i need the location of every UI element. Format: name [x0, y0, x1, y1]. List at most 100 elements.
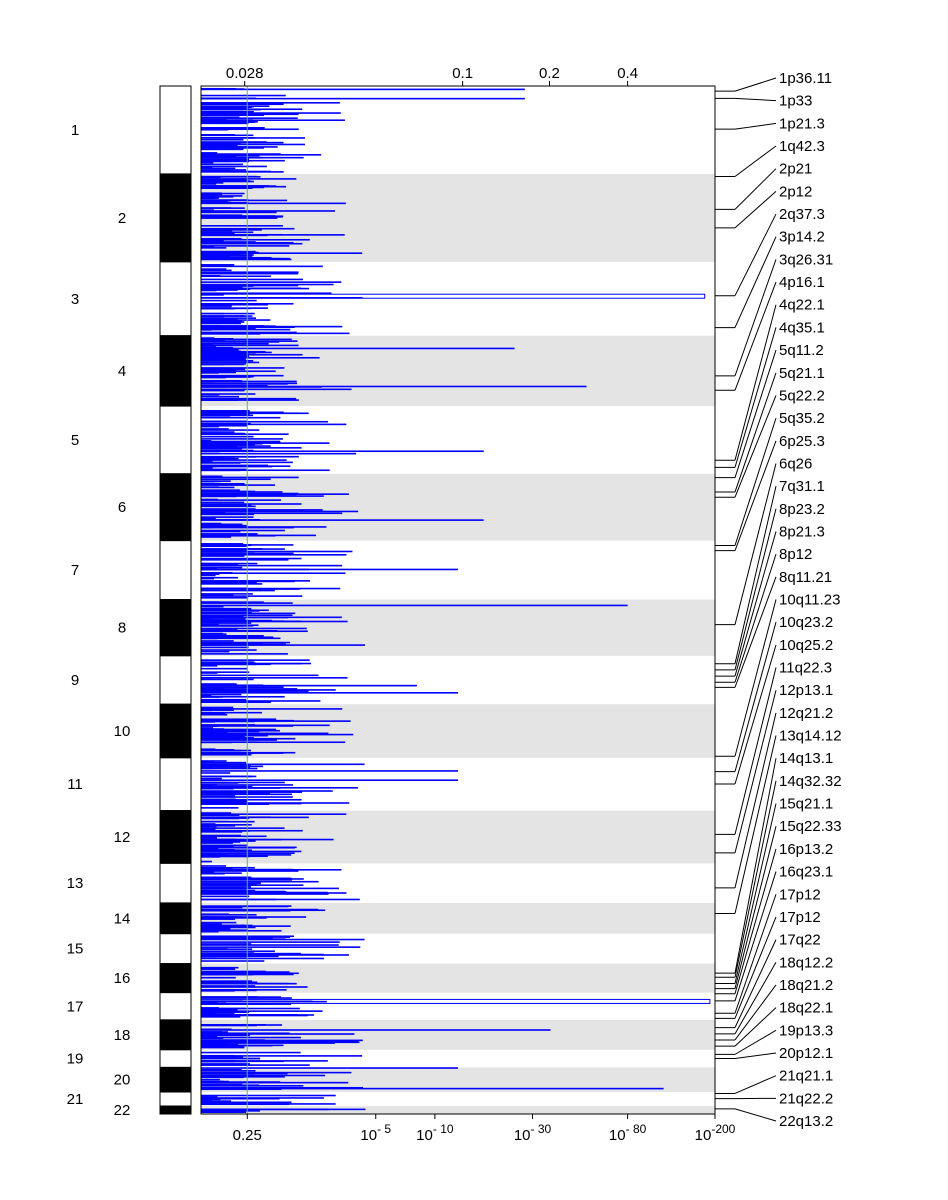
peak-leader-line — [734, 916, 777, 1019]
peak-label: 21q22.2 — [779, 1090, 833, 1107]
q-value-bar — [201, 399, 299, 401]
q-value-bar — [201, 340, 226, 342]
peak-label: 20p12.1 — [779, 1045, 833, 1062]
q-value-bar — [201, 103, 284, 106]
q-value-bar — [201, 842, 233, 844]
q-value-bar — [201, 340, 298, 342]
q-value-bar — [201, 255, 253, 257]
q-value-bar — [201, 355, 213, 357]
q-value-bar — [201, 440, 281, 443]
q-value-bar — [201, 195, 243, 197]
q-value-bar — [201, 225, 283, 227]
peak-leader-line — [734, 508, 777, 671]
q-value-bar — [201, 980, 253, 982]
peak-label: 16q23.1 — [779, 864, 833, 881]
bottom-axis-tick-label: 10- 10 — [416, 1122, 454, 1144]
q-value-bar — [201, 1007, 300, 1010]
q-value-bar — [201, 312, 255, 315]
q-value-bar — [201, 793, 293, 796]
q-value-bar — [201, 1003, 292, 1005]
peak-label: 17p12 — [779, 909, 821, 926]
q-value-bar — [201, 888, 247, 890]
q-value-bar — [201, 117, 298, 119]
q-value-bar — [201, 1103, 290, 1106]
q-value-bar — [201, 868, 342, 871]
ideogram-segment-1 — [159, 85, 192, 175]
q-value-bar — [201, 898, 276, 901]
q-value-bar — [201, 694, 212, 697]
q-value-bar — [201, 785, 253, 788]
q-value-bar — [201, 476, 299, 479]
peak-leader-line — [734, 486, 777, 664]
q-value-bar — [201, 879, 293, 881]
q-value-bar — [201, 847, 217, 850]
q-value-bar — [201, 389, 245, 392]
q-value-bar — [201, 663, 271, 666]
q-value-bar — [201, 698, 247, 701]
q-value-bar — [201, 948, 253, 950]
chrom-label-16: 16 — [114, 970, 131, 987]
q-value-bar — [201, 101, 340, 104]
q-value-bar — [201, 1024, 257, 1027]
q-value-bar — [201, 976, 236, 979]
q-value-bar — [201, 664, 218, 667]
q-value-bar — [201, 431, 235, 433]
q-value-bar — [201, 767, 213, 770]
q-value-bar — [201, 852, 295, 854]
peak-label: 1p33 — [779, 93, 812, 110]
chrom-label-3: 3 — [71, 291, 79, 308]
q-value-bar — [201, 953, 324, 956]
q-value-bar — [201, 572, 346, 575]
q-value-bar — [201, 127, 253, 130]
q-value-bar — [201, 512, 343, 515]
q-value-bar — [201, 178, 297, 180]
q-value-bar — [201, 275, 271, 278]
peak-label: 5q21.1 — [779, 365, 825, 382]
q-value-bar — [201, 288, 251, 290]
ideogram-segment-8 — [159, 599, 192, 657]
q-value-bar — [201, 760, 227, 762]
q-value-bar — [201, 936, 291, 938]
peak-leader-line — [734, 1108, 777, 1122]
q-value-bar — [201, 501, 245, 504]
q-value-bar — [201, 237, 242, 240]
q-value-bar — [201, 882, 261, 885]
peak-label: 14q13.1 — [779, 750, 833, 767]
q-value-bar — [201, 433, 289, 435]
q-value-bar — [201, 187, 253, 190]
q-value-bar — [201, 775, 253, 778]
q-value-bar — [201, 1031, 223, 1033]
q-value-bar — [201, 686, 224, 689]
q-value-bar — [201, 649, 257, 651]
q-value-bar — [201, 807, 239, 809]
q-value-bar — [201, 233, 235, 235]
q-value-bar — [201, 113, 253, 116]
q-value-bar — [201, 605, 224, 608]
q-value-bar — [201, 272, 299, 275]
q-value-bar — [201, 505, 256, 508]
q-value-bar — [201, 128, 229, 131]
ideogram-segment-18 — [159, 1019, 192, 1051]
ideogram-segment-9 — [159, 655, 192, 705]
q-value-bar — [201, 960, 265, 962]
q-value-bar — [201, 544, 252, 547]
q-value-bar — [201, 303, 269, 306]
q-value-bar — [201, 122, 249, 125]
q-value-bar — [201, 1056, 223, 1059]
q-value-bar — [201, 492, 299, 495]
q-value-bar — [201, 183, 217, 185]
q-value-bar — [201, 753, 252, 756]
q-value-bar — [201, 1010, 323, 1012]
peak-label: 1q42.3 — [779, 138, 825, 155]
q-value-bar — [201, 871, 215, 873]
q-value-bar — [201, 925, 291, 927]
chrom-label-15: 15 — [67, 941, 84, 958]
q-value-bar — [201, 475, 223, 478]
q-value-bar — [201, 412, 309, 415]
q-value-bar — [201, 577, 214, 580]
q-value-bar — [201, 812, 232, 814]
q-value-bar — [201, 466, 213, 469]
q-value-bar — [201, 926, 256, 929]
q-value-bar — [201, 170, 271, 173]
q-value-bar — [201, 1000, 243, 1002]
